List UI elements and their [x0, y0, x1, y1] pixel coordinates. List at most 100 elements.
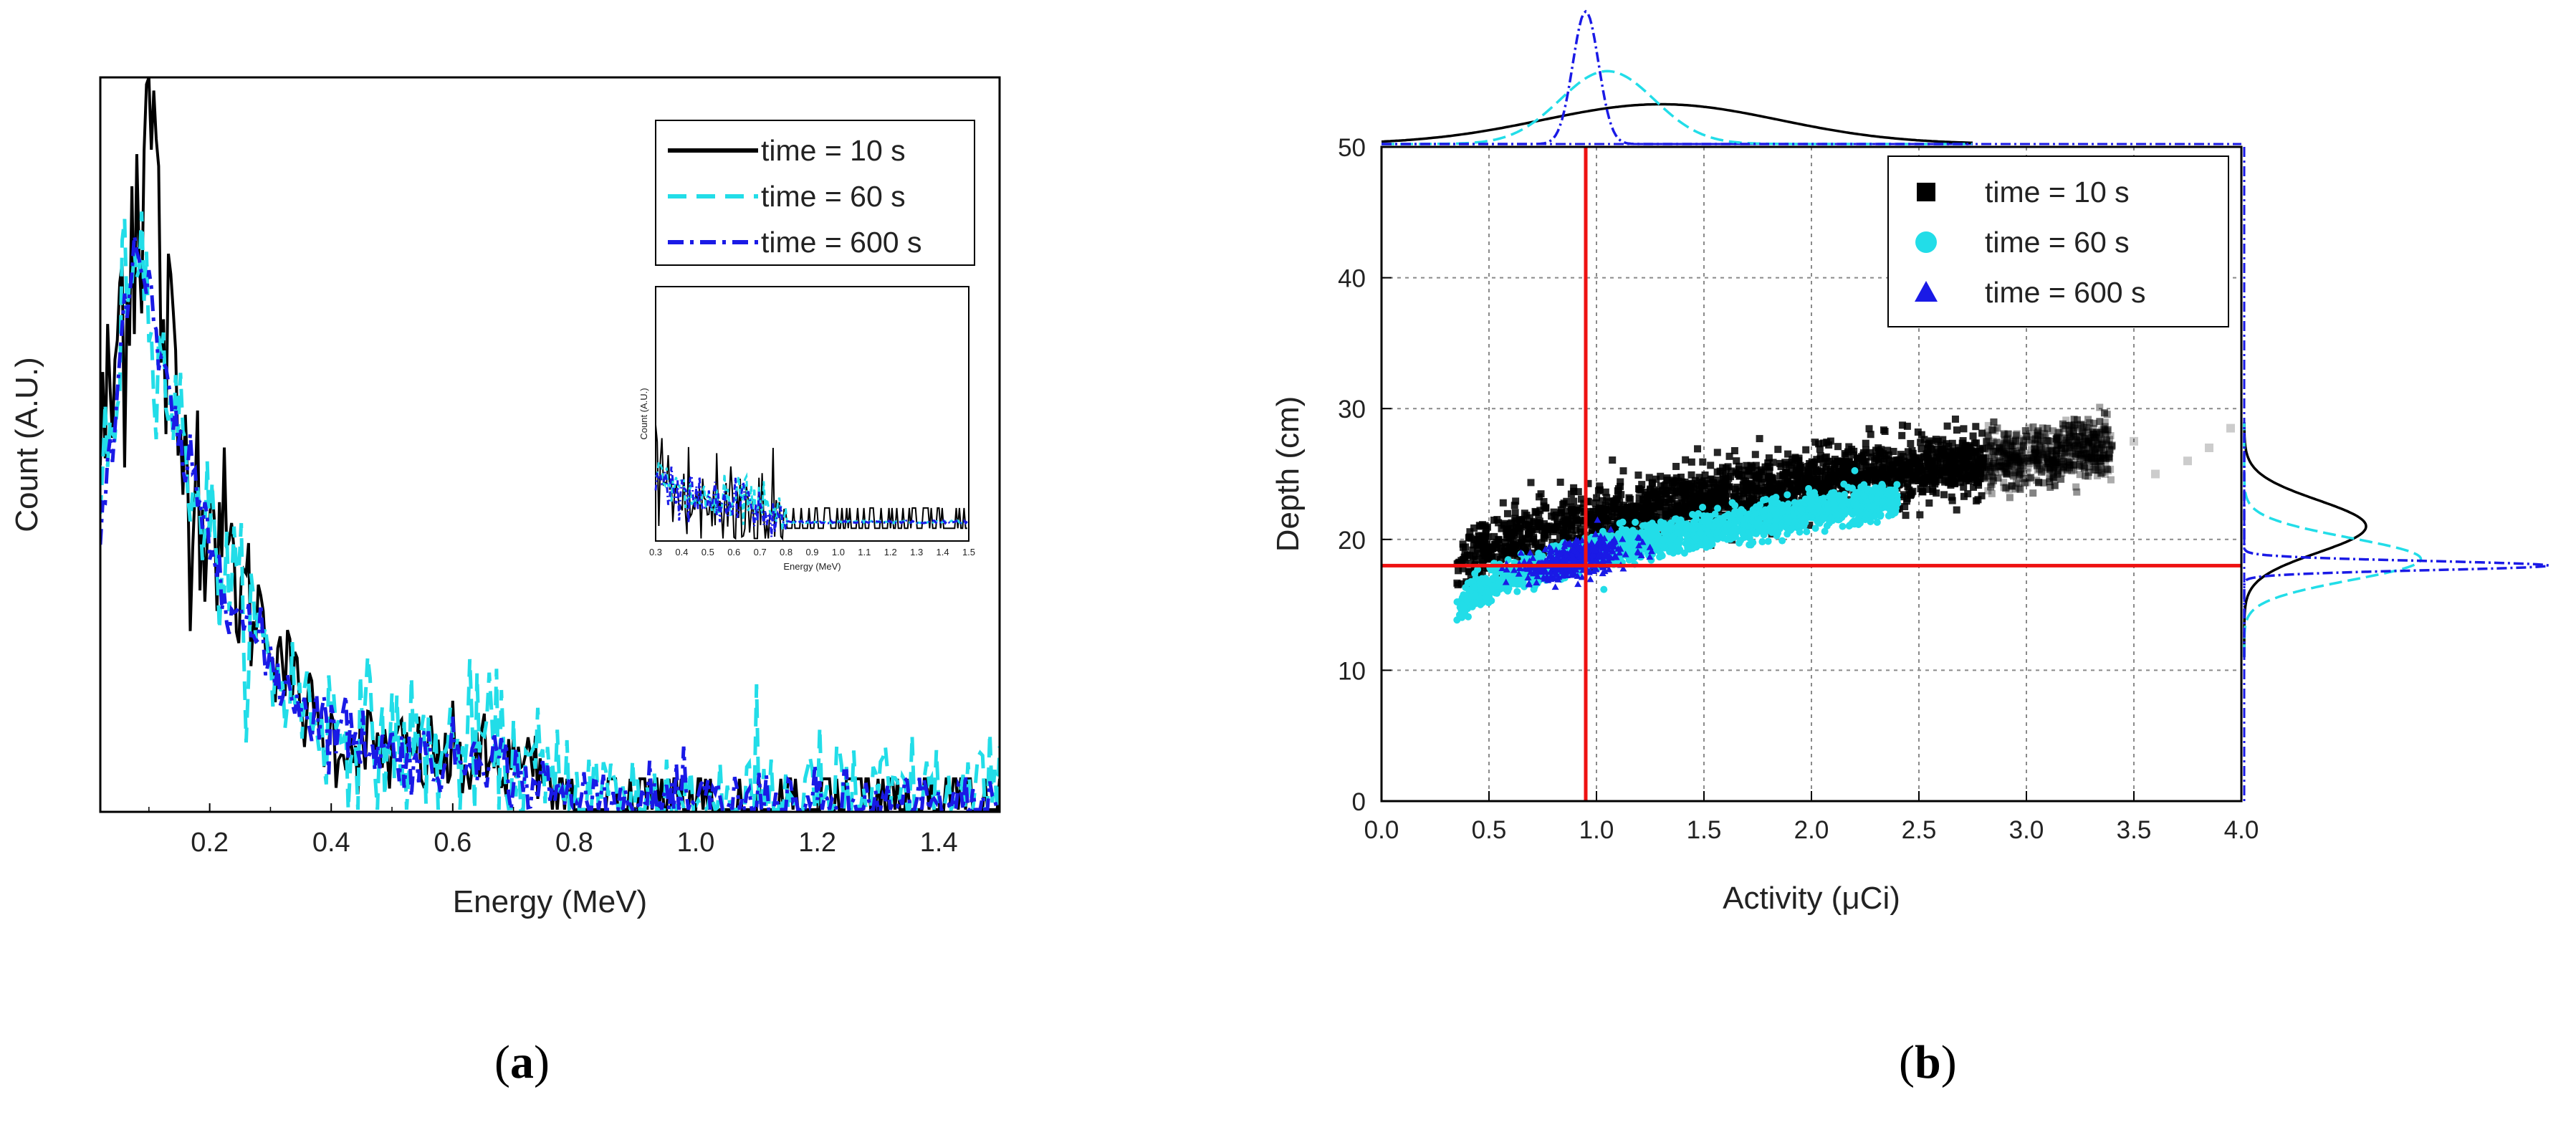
inset-x-tick-label-4: 0.7	[754, 547, 767, 557]
scatter-point	[1779, 472, 1786, 479]
scatter-point	[2183, 456, 2192, 465]
scatter-point	[1586, 575, 1594, 582]
scatter-point	[1771, 522, 1778, 530]
scatter-point	[1885, 499, 1892, 507]
scatter-point	[1479, 599, 1486, 606]
scatter-point	[1564, 515, 1571, 522]
scatter-point	[1668, 547, 1675, 555]
y-tick-label-b-5: 50	[1338, 134, 1366, 162]
scatter-point	[1823, 464, 1830, 471]
scatter-point	[1690, 545, 1697, 552]
scatter-point	[1832, 505, 1839, 512]
y-tick-label-b-2: 20	[1338, 527, 1366, 555]
scatter-point	[1753, 503, 1760, 510]
scatter-point	[1873, 495, 1880, 502]
scatter-point	[1925, 499, 1933, 507]
scatter-point	[1500, 499, 1507, 507]
scatter-point	[1559, 501, 1566, 508]
y-tick-label-b-3: 30	[1338, 396, 1366, 423]
scatter-point	[2003, 446, 2010, 454]
scatter-point	[1900, 480, 1907, 487]
scatter-point	[1860, 492, 1867, 499]
scatter-point	[1847, 473, 1854, 480]
scatter-point	[1740, 531, 1747, 538]
scatter-point	[1821, 528, 1829, 535]
scatter-point	[1707, 461, 1714, 469]
scatter-point	[1682, 456, 1689, 464]
scatter-point	[1933, 436, 1940, 443]
scatter-point	[1983, 439, 1991, 446]
scatter-point	[1501, 520, 1508, 527]
scatter-point	[1634, 471, 1642, 479]
scatter-point	[1619, 467, 1627, 474]
scatter-point	[1864, 503, 1872, 510]
inset-x-tick-label-2: 0.5	[702, 547, 714, 557]
scatter-point	[1853, 507, 1860, 514]
scatter-point	[1978, 430, 1986, 437]
x-tick-label-a-1: 0.4	[312, 828, 350, 858]
scatter-point	[2062, 465, 2069, 472]
scatter-point	[1657, 549, 1664, 556]
scatter-point	[2101, 409, 2108, 416]
scatter-point	[1854, 455, 1861, 462]
scatter-point	[2130, 437, 2138, 446]
marginal-right	[2244, 147, 2549, 801]
y-tick-label-b-0: 0	[1352, 788, 1366, 816]
inset-x-tick-label-5: 0.8	[780, 547, 793, 557]
scatter-point	[2061, 452, 2068, 459]
scatter-point	[2094, 472, 2101, 479]
scatter-point	[1510, 549, 1518, 556]
scatter-point	[1728, 499, 1735, 507]
scatter-point	[1504, 588, 1511, 595]
scatter-point	[1851, 467, 1858, 474]
scatter-point	[1619, 519, 1627, 526]
scatter-point	[1703, 538, 1710, 545]
x-tick-label-b-8: 4.0	[2224, 816, 2259, 844]
scatter-point	[1884, 446, 1891, 454]
scatter-point	[1637, 508, 1644, 515]
x-axis-label-a: Energy (MeV)	[453, 884, 647, 919]
scatter-point	[1490, 517, 1498, 524]
scatter-point	[1970, 432, 1977, 439]
scatter-point	[1652, 524, 1659, 531]
scatter-point	[1553, 519, 1561, 526]
scatter-point	[1710, 522, 1717, 530]
scatter-point	[1574, 504, 1581, 512]
scatter-point	[1766, 513, 1773, 520]
caption-b: (b)	[1899, 1035, 1957, 1090]
scatter-point	[1839, 523, 1846, 530]
scatter-point	[1887, 487, 1895, 494]
scatter-point	[1642, 499, 1649, 507]
scatter-point	[1615, 485, 1622, 492]
y-tick-label-b-4: 40	[1338, 265, 1366, 293]
scatter-point	[1465, 613, 1472, 621]
scatter-point	[2051, 482, 2059, 489]
scatter-point	[2090, 466, 2097, 473]
scatter-point	[2001, 431, 2008, 439]
scatter-point	[1541, 498, 1548, 505]
scatter-point	[1460, 604, 1467, 611]
scatter-point	[1726, 483, 1733, 490]
scatter-point	[1824, 481, 1832, 488]
scatter-point	[1568, 491, 1575, 498]
scatter-point	[1557, 479, 1564, 486]
scatter-point	[1535, 550, 1542, 557]
scatter-point	[2072, 434, 2079, 441]
scatter-point	[1971, 471, 1978, 479]
scatter-point	[2049, 448, 2056, 455]
scatter-point	[1957, 475, 1964, 482]
scatter-point	[1679, 489, 1686, 496]
scatter-point	[1679, 499, 1686, 507]
scatter-point	[1890, 508, 1897, 515]
x-axis-label-b: Activity (μCi)	[1723, 881, 1900, 916]
scatter-point	[1538, 490, 1545, 497]
scatter-point	[1686, 501, 1693, 508]
scatter-point	[2226, 424, 2235, 433]
scatter-point	[1935, 469, 1943, 476]
scatter-point	[1735, 463, 1743, 470]
scatter-point	[2008, 462, 2016, 469]
scatter-point	[2062, 445, 2069, 452]
inset-x-tick-label-0: 0.3	[649, 547, 662, 557]
scatter-point	[1662, 507, 1669, 514]
scatter-point	[1791, 518, 1799, 525]
